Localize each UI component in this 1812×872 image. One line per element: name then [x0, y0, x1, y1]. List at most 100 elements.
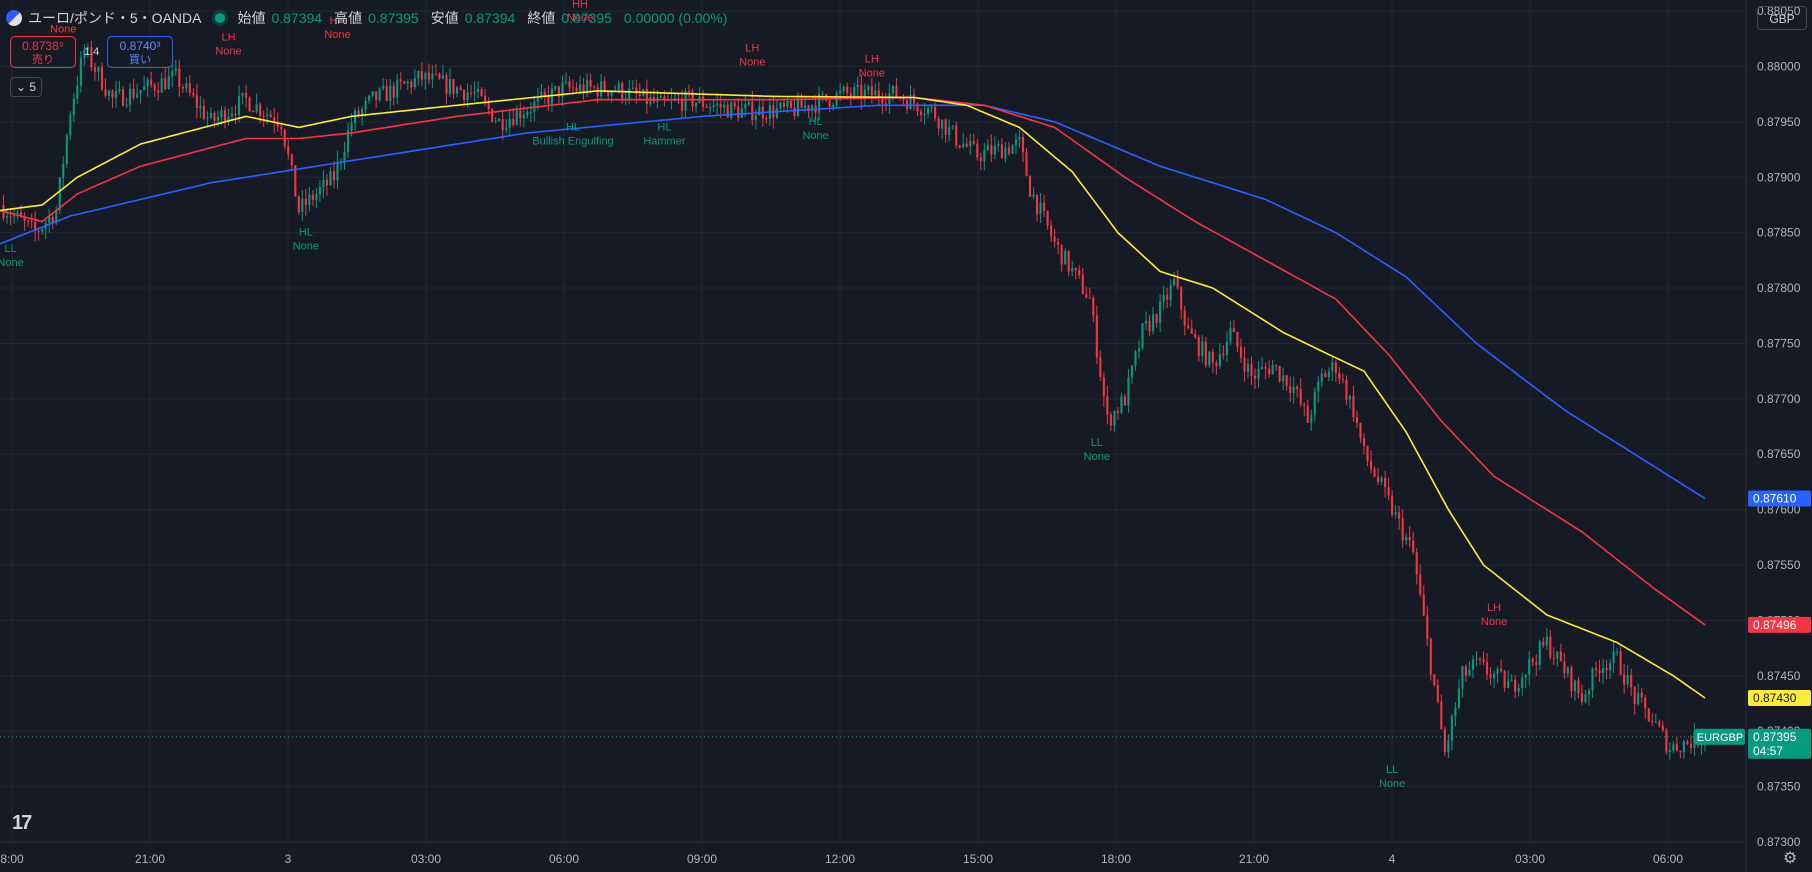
candle-body: [705, 106, 708, 108]
candle-body: [1275, 365, 1278, 367]
x-tick-label: 03:00: [411, 852, 441, 866]
candle-body: [828, 100, 831, 107]
candle-body: [227, 116, 230, 123]
symbol-title[interactable]: ユーロ/ポンド・5・OANDA: [28, 10, 202, 26]
candle-body: [266, 114, 269, 116]
x-tick-label: 06:00: [549, 852, 579, 866]
candle-body: [315, 193, 318, 201]
candle-body: [1102, 377, 1105, 397]
candle-body: [322, 179, 325, 188]
candle-body: [564, 81, 568, 83]
x-tick-label: 18:00: [1101, 852, 1131, 866]
candle-body: [631, 87, 634, 89]
candle-body: [431, 73, 434, 80]
candle-body: [1675, 744, 1678, 751]
candle-body: [466, 92, 469, 100]
candle-body: [779, 103, 782, 109]
candle-body: [65, 135, 68, 164]
candle-body: [1176, 278, 1179, 288]
candle-body: [1485, 662, 1489, 675]
candle-body: [997, 144, 1000, 146]
candle-body: [157, 90, 160, 93]
candle-body: [51, 216, 54, 223]
candle-body: [280, 126, 283, 130]
candle-body: [1391, 495, 1394, 515]
candle-body: [571, 87, 575, 89]
candle-body: [1570, 667, 1573, 691]
candle-body: [1601, 668, 1605, 674]
candle-body: [178, 68, 181, 88]
candle-body: [912, 94, 916, 104]
candle-body: [635, 87, 638, 94]
candle-body: [775, 108, 778, 118]
candle-body: [354, 110, 357, 124]
candle-body: [329, 171, 332, 186]
candle-body: [1021, 136, 1025, 153]
indicator-toggle[interactable]: ⌄ 5: [10, 77, 42, 97]
sell-button[interactable]: 0.8738⁹ 売り: [10, 36, 76, 68]
candle-body: [1433, 674, 1436, 686]
candle-body: [1556, 651, 1559, 659]
gear-icon[interactable]: ⚙: [1783, 850, 1798, 867]
candle-body: [448, 79, 452, 94]
candle-body: [125, 104, 128, 106]
candle-body: [526, 112, 529, 116]
candle-body: [1443, 729, 1446, 753]
candle-body: [34, 221, 37, 232]
candle-body: [477, 88, 480, 92]
candle-body: [1384, 477, 1387, 488]
y-tick-label: 0.87550: [1757, 558, 1801, 572]
candle-body: [1352, 395, 1355, 418]
currency-button[interactable]: GBP: [1757, 6, 1807, 30]
spread-value: 1.4: [84, 46, 100, 58]
candle-body: [986, 145, 989, 151]
candle-body: [1113, 411, 1116, 426]
pattern-label: LH: [221, 31, 235, 43]
candle-body: [230, 113, 234, 117]
candle-body: [1204, 341, 1207, 366]
candle-body: [417, 71, 420, 79]
candle-body: [90, 47, 93, 68]
candle-body: [174, 68, 177, 72]
candle-body: [543, 91, 546, 95]
candle-body: [20, 212, 23, 218]
candle-body: [955, 125, 958, 146]
candle-body: [803, 105, 807, 108]
candle-body: [143, 85, 146, 91]
candle-body: [1236, 331, 1239, 347]
candle-body: [1229, 328, 1232, 342]
candle-body: [1689, 743, 1692, 749]
x-tick-label: 8:00: [0, 852, 24, 866]
buy-button[interactable]: 0.8740³ 買い: [107, 36, 173, 68]
candle-body: [895, 85, 898, 97]
candle-body: [371, 91, 374, 96]
sell-label: 売り: [32, 54, 54, 66]
candle-body: [37, 231, 40, 233]
candle-body: [181, 87, 184, 89]
candle-body: [709, 107, 712, 109]
candle-body: [76, 85, 79, 99]
buy-label: 買い: [129, 54, 151, 66]
candle-body: [1271, 365, 1274, 375]
candle-body: [1014, 139, 1018, 146]
candle-body: [1447, 740, 1450, 753]
candle-body: [5, 216, 9, 218]
pattern-label: HH: [330, 15, 346, 27]
candle-body: [607, 91, 610, 96]
candle-body: [965, 143, 968, 147]
candle-body: [1190, 328, 1193, 334]
candle-body: [195, 95, 198, 108]
candle-body: [1257, 368, 1260, 379]
candle-body: [1134, 351, 1137, 366]
pattern-label: LL: [1091, 437, 1103, 449]
candle-body: [498, 119, 501, 121]
candle-body: [484, 96, 487, 102]
candle-body: [1116, 411, 1119, 413]
candle-body: [1218, 354, 1221, 366]
candle-body: [540, 91, 543, 97]
candle-body: [441, 75, 445, 79]
market-open-dot-icon: [215, 13, 226, 23]
candle-body: [849, 93, 852, 97]
candle-body: [881, 98, 884, 104]
